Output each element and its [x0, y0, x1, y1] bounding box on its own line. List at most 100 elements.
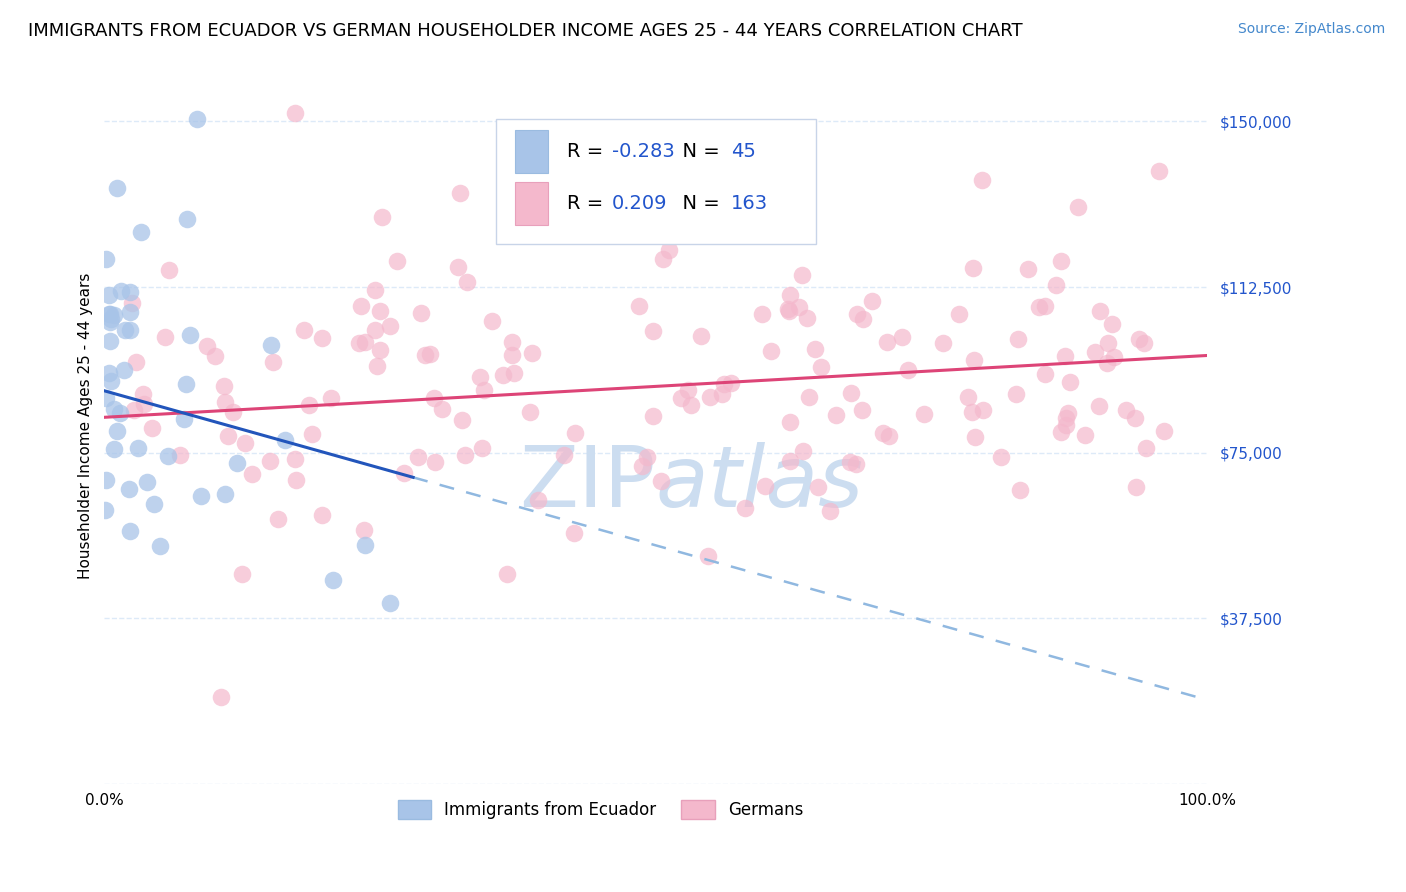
Point	[409, 306, 432, 320]
Point	[496, 566, 519, 581]
Point	[284, 473, 307, 487]
Point	[103, 402, 125, 417]
Text: 45: 45	[731, 142, 755, 161]
Text: R =: R =	[568, 142, 610, 161]
Point	[222, 405, 245, 419]
Point	[173, 411, 195, 425]
Point	[430, 401, 453, 416]
Point	[1008, 483, 1031, 498]
Point	[120, 305, 142, 319]
Point	[839, 455, 862, 469]
Point	[105, 424, 128, 438]
Point	[1088, 400, 1111, 414]
Point	[350, 299, 373, 313]
Point	[125, 354, 148, 368]
Point	[157, 262, 180, 277]
Point	[651, 252, 673, 266]
Point	[195, 339, 218, 353]
Point	[94, 474, 117, 488]
Point	[127, 441, 149, 455]
Point	[471, 441, 494, 455]
Point	[319, 391, 342, 405]
Point	[972, 172, 994, 186]
Point	[948, 307, 970, 321]
Point	[779, 416, 801, 430]
Point	[347, 336, 370, 351]
Point	[1005, 386, 1028, 401]
Point	[751, 308, 773, 322]
Point	[114, 323, 136, 337]
Point	[121, 296, 143, 310]
Point	[267, 512, 290, 526]
Point	[641, 324, 664, 338]
Point	[292, 323, 315, 337]
Point	[681, 398, 703, 412]
Point	[284, 451, 307, 466]
Point	[799, 390, 821, 404]
Point	[456, 275, 478, 289]
Text: N =: N =	[671, 194, 725, 213]
Point	[1135, 441, 1157, 455]
Point	[553, 448, 575, 462]
Point	[120, 524, 142, 539]
Point	[862, 294, 884, 309]
Point	[825, 408, 848, 422]
FancyBboxPatch shape	[515, 182, 548, 225]
Text: R =: R =	[568, 194, 610, 213]
Point	[754, 479, 776, 493]
Point	[468, 370, 491, 384]
Point	[779, 287, 801, 301]
Point	[957, 390, 980, 404]
Point	[807, 480, 830, 494]
Point	[1074, 428, 1097, 442]
Point	[778, 303, 800, 318]
Point	[98, 334, 121, 348]
Point	[225, 456, 247, 470]
Point	[103, 442, 125, 456]
Text: ZIP: ZIP	[519, 442, 655, 524]
Point	[419, 346, 441, 360]
Point	[1090, 304, 1112, 318]
Point	[217, 429, 239, 443]
Point	[179, 328, 201, 343]
Point	[641, 409, 664, 423]
Point	[1050, 425, 1073, 439]
Point	[759, 344, 782, 359]
Point	[110, 285, 132, 299]
Text: atlas: atlas	[655, 442, 863, 524]
Point	[1102, 350, 1125, 364]
Point	[804, 342, 827, 356]
Point	[274, 433, 297, 447]
Point	[1101, 318, 1123, 332]
Point	[209, 690, 232, 704]
Point	[423, 455, 446, 469]
Point	[876, 334, 898, 349]
Point	[796, 310, 818, 325]
Point	[845, 307, 868, 321]
Point	[1035, 299, 1057, 313]
Point	[103, 308, 125, 322]
Point	[385, 253, 408, 268]
Point	[105, 180, 128, 194]
Point	[1054, 417, 1077, 432]
Point	[1095, 356, 1118, 370]
Point	[366, 359, 388, 374]
Point	[658, 189, 681, 203]
Point	[501, 348, 523, 362]
Point	[100, 311, 122, 326]
Point	[122, 403, 145, 417]
Point	[1045, 277, 1067, 292]
Point	[94, 391, 117, 405]
Point	[259, 454, 281, 468]
Point	[1147, 163, 1170, 178]
Point	[298, 398, 321, 412]
Point	[129, 225, 152, 239]
Point	[233, 436, 256, 450]
Point	[972, 402, 994, 417]
Point	[872, 426, 894, 441]
Point	[1125, 480, 1147, 494]
Point	[990, 450, 1012, 465]
Point	[368, 343, 391, 357]
Point	[697, 549, 720, 563]
Point	[792, 444, 814, 458]
